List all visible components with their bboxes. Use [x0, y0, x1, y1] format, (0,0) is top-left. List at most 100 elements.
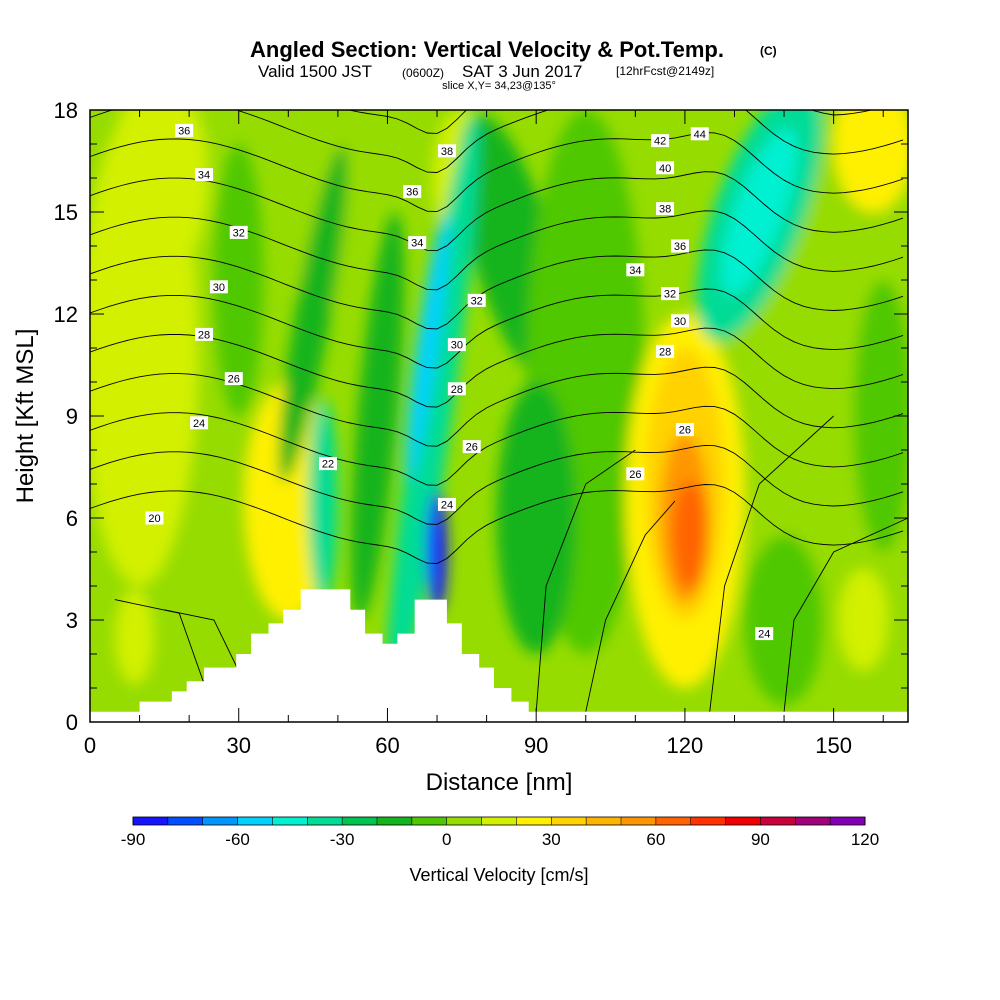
colorbar-tick-label: 90	[751, 830, 770, 849]
velocity-cell	[744, 535, 824, 705]
contour-label-text: 40	[659, 163, 671, 175]
velocity-cell	[838, 569, 889, 671]
contour-label: 38	[437, 144, 456, 158]
contour-label: 44	[690, 127, 709, 141]
x-axis: 0 30 60 90 120 150	[84, 110, 884, 758]
theta-contour-labels: 36 34 32 30 28 26 24 20 38 36 34 32 30 28 26 24 22 42 44 40…	[145, 123, 774, 641]
velocity-cell	[721, 128, 798, 296]
contour-label: 38	[656, 202, 675, 216]
valid-zulu: (0600Z)	[402, 66, 444, 80]
contour-label: 24	[755, 627, 774, 641]
y-tick-label: 6	[66, 506, 78, 531]
valid-date: SAT 3 Jun 2017	[462, 62, 582, 81]
contour-label-box	[656, 344, 675, 358]
velocity-cell	[672, 480, 708, 590]
plot-area: 36 34 32 30 28 26 24 20 38 36 34 32 30 28 26 24 22 42 44 40…	[90, 110, 908, 722]
velocity-cell	[308, 399, 338, 603]
colorbar-swatch	[586, 817, 622, 825]
velocity-cell	[496, 382, 576, 654]
contour-label: 26	[626, 467, 645, 481]
colorbar-swatch	[167, 817, 204, 825]
contour-label: 36	[670, 239, 689, 253]
contour-label-text: 32	[471, 295, 483, 307]
contour-label-box	[447, 338, 466, 352]
colorbar-swatch	[795, 817, 831, 825]
contour-label-box	[670, 314, 689, 328]
chart-title: Angled Section: Vertical Velocity & Pot.…	[250, 37, 724, 62]
colorbar-swatch	[725, 817, 761, 825]
contour-label-box	[462, 440, 481, 454]
valid-prefix: Valid 1500 JST	[258, 62, 372, 81]
colorbar-swatch	[690, 817, 727, 825]
contour-label-box	[437, 497, 456, 511]
colorbar-tick-label: 60	[646, 830, 665, 849]
theta-contour-line	[90, 132, 904, 213]
contour-label-text: 28	[198, 329, 210, 341]
contour-label-text: 26	[466, 442, 478, 454]
contour-label-box	[651, 134, 670, 148]
contour-label: 24	[437, 497, 456, 511]
contour-label: 42	[651, 134, 670, 148]
contour-label-text: 24	[758, 629, 770, 641]
contour-label-box	[656, 202, 675, 216]
contour-label-box	[437, 144, 456, 158]
velocity-cell	[385, 112, 479, 720]
theta-contour-line	[164, 609, 240, 672]
y-tick-label: 3	[66, 608, 78, 633]
contour-label-box	[467, 293, 486, 307]
contour-label-text: 24	[193, 418, 205, 430]
x-tick-label: 90	[524, 733, 548, 758]
velocity-cell	[109, 110, 209, 280]
colorbar-tick-label: 30	[542, 830, 561, 849]
contour-label-text: 32	[233, 227, 245, 239]
x-tick-label: 150	[815, 733, 852, 758]
theta-contour-line	[90, 249, 904, 330]
colorbar-swatch	[760, 817, 796, 825]
colorbar-swatch	[481, 817, 517, 825]
y-tick-label: 9	[66, 404, 78, 429]
terrain	[90, 589, 908, 722]
velocity-cell	[278, 146, 348, 482]
contour-label: 36	[175, 123, 194, 137]
y-tick-label: 18	[54, 98, 78, 123]
velocity-cell	[853, 280, 908, 552]
contour-label: 28	[195, 327, 214, 341]
colorbar-swatch	[411, 817, 448, 825]
contour-label: 34	[195, 168, 214, 182]
contour-label-text: 36	[406, 187, 418, 199]
colorbar-tick-label: 120	[851, 830, 879, 849]
colorbar-tick-label: 0	[442, 830, 451, 849]
contour-label: 36	[403, 185, 422, 199]
contour-label: 30	[670, 314, 689, 328]
velocity-cell	[405, 213, 449, 483]
colorbar-swatch	[551, 817, 587, 825]
contour-label-text: 34	[198, 170, 210, 182]
contour-label: 28	[656, 344, 675, 358]
theta-contour-line	[90, 444, 904, 525]
contour-label-box	[175, 123, 194, 137]
theta-contour-line	[90, 171, 904, 252]
contour-label: 28	[447, 382, 466, 396]
contour-label-text: 44	[694, 129, 706, 141]
contour-label-box	[318, 457, 337, 471]
contour-label-text: 22	[322, 459, 334, 471]
theta-contour-line	[585, 500, 676, 712]
contour-label-text: 26	[679, 425, 691, 437]
theta-contour-line	[114, 599, 215, 712]
contour-label-text: 36	[674, 241, 686, 253]
contour-label-text: 38	[441, 146, 453, 158]
theta-contours	[90, 110, 908, 712]
contour-label: 26	[462, 440, 481, 454]
contour-label: 20	[145, 511, 164, 525]
contour-label: 30	[209, 280, 228, 294]
contour-label-text: 28	[659, 346, 671, 358]
y-tick-label: 15	[54, 200, 78, 225]
colorbar-swatch	[307, 817, 343, 825]
theta-contour-line	[783, 517, 908, 712]
colorbar-swatch	[655, 817, 692, 825]
colorbar: -90 -60 -30 0 30 60 90 120	[121, 816, 879, 849]
contour-label-text: 42	[654, 136, 666, 148]
contour-label-box	[447, 382, 466, 396]
